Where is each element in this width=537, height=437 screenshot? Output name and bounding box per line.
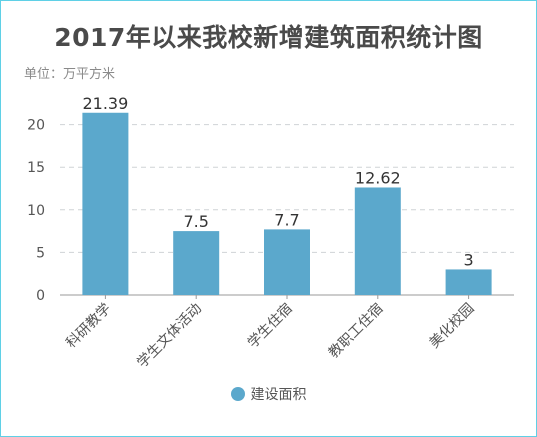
legend-label: 建设面积 bbox=[250, 387, 307, 403]
x-tick-label: 美化校园 bbox=[426, 300, 478, 352]
data-label: 12.62 bbox=[355, 168, 401, 187]
data-label: 7.5 bbox=[183, 212, 208, 231]
x-tick-label: 学生住宿 bbox=[244, 300, 296, 352]
x-tick-label: 教职工住宿 bbox=[325, 300, 387, 362]
y-tick-label: 20 bbox=[27, 118, 45, 134]
legend-marker bbox=[230, 387, 245, 401]
chart-title: 2017年以来我校新增建筑面积统计图 bbox=[54, 23, 483, 52]
bar bbox=[264, 229, 310, 295]
bar bbox=[173, 231, 220, 295]
y-tick-label: 5 bbox=[36, 245, 45, 261]
legend: 建设面积 bbox=[0, 384, 537, 404]
y-tick-label: 10 bbox=[27, 203, 45, 219]
y-tick-label: 15 bbox=[27, 160, 45, 176]
unit-label: 单位：万平方米 bbox=[24, 67, 116, 82]
x-tick-label: 科研教学 bbox=[63, 301, 114, 352]
data-label: 3 bbox=[464, 250, 474, 269]
bar bbox=[445, 269, 492, 295]
data-label: 7.7 bbox=[274, 210, 299, 229]
y-tick-label: 0 bbox=[36, 288, 45, 304]
x-tick-label: 学生文体活动 bbox=[134, 301, 205, 372]
data-label: 21.39 bbox=[82, 94, 128, 113]
bar bbox=[354, 187, 401, 295]
bar bbox=[82, 112, 129, 295]
